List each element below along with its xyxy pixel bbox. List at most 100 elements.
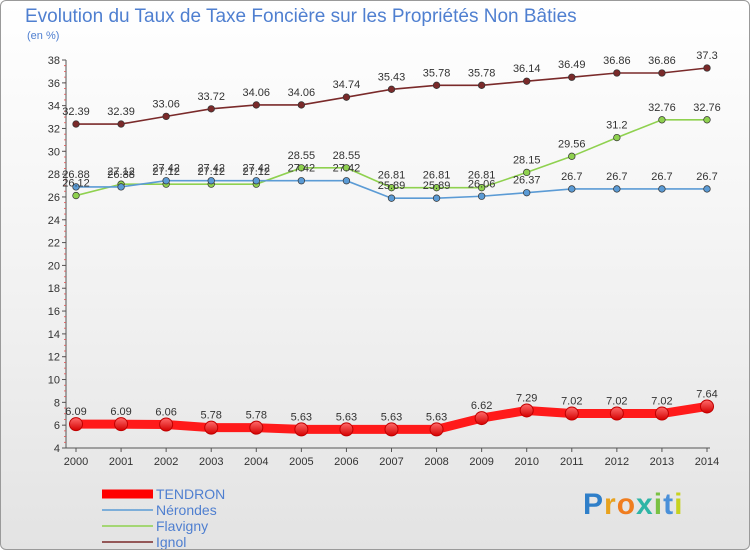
data-point: [159, 417, 174, 432]
data-point: [204, 420, 219, 435]
data-point: [474, 411, 489, 426]
logo-letter: r: [604, 488, 617, 521]
legend-label: Nérondes: [156, 502, 217, 518]
data-label: 26.12: [62, 178, 90, 190]
data-point: [249, 420, 264, 435]
data-point: [339, 422, 354, 437]
data-label: 32.76: [693, 102, 721, 114]
legend-label: Ignol: [156, 534, 186, 549]
logo-letter: P: [583, 488, 605, 521]
data-point: [342, 93, 351, 101]
data-label: 34.06: [243, 87, 271, 99]
series-tendron: [69, 399, 714, 437]
legend-item-tendron: TENDRON: [102, 486, 225, 502]
x-tick-label: 2007: [379, 456, 403, 468]
y-tick-label: 38: [48, 55, 60, 67]
data-point: [703, 116, 711, 124]
data-label: 27.42: [197, 163, 225, 175]
data-point: [609, 406, 624, 421]
y-unit-label: (en %): [27, 30, 60, 42]
data-label: 26.81: [423, 170, 451, 182]
data-label: 27.12: [152, 166, 180, 178]
data-label: 6.06: [155, 406, 176, 418]
data-point: [69, 417, 83, 432]
data-point: [658, 185, 666, 193]
data-point: [432, 81, 441, 89]
data-point: [387, 184, 396, 192]
data-point: [387, 194, 396, 202]
data-label: 28.55: [288, 150, 316, 162]
legend-item-flavigny: Flavigny: [102, 518, 208, 534]
y-tick-label: 16: [48, 306, 60, 318]
data-label: 26.37: [513, 175, 541, 187]
data-label: 26.88: [107, 169, 135, 181]
x-tick-label: 2003: [199, 456, 223, 468]
data-label: 6.09: [65, 406, 86, 418]
logo-letter: x: [636, 488, 654, 521]
y-tick-label: 14: [48, 329, 60, 341]
data-point: [429, 422, 444, 437]
data-label: 27.42: [152, 163, 180, 175]
y-tick-label: 18: [48, 283, 60, 295]
y-tick-label: 4: [54, 443, 60, 455]
data-label: 29.56: [558, 138, 586, 150]
data-label: 27.42: [333, 163, 361, 175]
x-tick-label: 2000: [64, 456, 88, 468]
data-point: [297, 177, 306, 185]
series-ignol: [72, 64, 711, 128]
data-label: 27.12: [107, 166, 135, 178]
data-label: 26.7: [651, 171, 672, 183]
y-tick-label: 34: [48, 101, 60, 113]
x-tick-label: 2011: [560, 456, 584, 468]
data-label: 35.43: [378, 71, 406, 83]
data-point: [252, 177, 260, 185]
data-point: [387, 85, 396, 93]
data-label: 7.02: [561, 396, 582, 408]
data-point: [703, 185, 711, 193]
data-label: 26.06: [468, 178, 496, 190]
data-label: 5.63: [291, 411, 312, 423]
data-point: [703, 64, 711, 72]
data-point: [700, 399, 714, 414]
data-point: [72, 120, 80, 128]
x-tick-label: 2001: [109, 456, 133, 468]
data-label: 35.78: [423, 67, 451, 79]
data-point: [252, 101, 260, 109]
x-tick-label: 2012: [605, 456, 629, 468]
data-label: 31.2: [606, 120, 627, 132]
data-point: [613, 69, 621, 77]
data-point: [297, 164, 306, 172]
y-tick-label: 36: [48, 78, 60, 90]
data-label: 35.78: [468, 67, 496, 79]
data-point: [162, 177, 170, 185]
data-point: [297, 101, 306, 109]
data-label: 5.63: [336, 411, 357, 423]
data-point: [568, 73, 576, 81]
data-point: [523, 77, 531, 85]
data-label: 37.3: [696, 50, 717, 62]
data-point: [384, 422, 399, 437]
data-point: [114, 417, 129, 432]
x-tick-label: 2010: [514, 456, 538, 468]
x-tick-label: 2009: [469, 456, 493, 468]
data-label: 5.63: [381, 411, 402, 423]
data-label: 25.89: [423, 180, 451, 192]
data-label: 26.7: [696, 171, 717, 183]
data-point: [342, 177, 351, 185]
data-point: [432, 184, 441, 192]
legend-item-ignol: Ignol: [102, 534, 186, 549]
y-tick-label: 24: [48, 215, 60, 227]
y-tick-label: 10: [48, 375, 60, 387]
series-flavigny: [72, 116, 711, 200]
data-label: 5.63: [426, 411, 447, 423]
y-tick-label: 20: [48, 260, 60, 272]
data-point: [568, 152, 576, 160]
data-label: 33.06: [152, 98, 180, 110]
data-label: 28.15: [513, 154, 541, 166]
x-tick-label: 2006: [334, 456, 358, 468]
series-nérondes: [72, 177, 711, 202]
data-point: [523, 189, 531, 197]
legend-label: Flavigny: [156, 518, 208, 534]
